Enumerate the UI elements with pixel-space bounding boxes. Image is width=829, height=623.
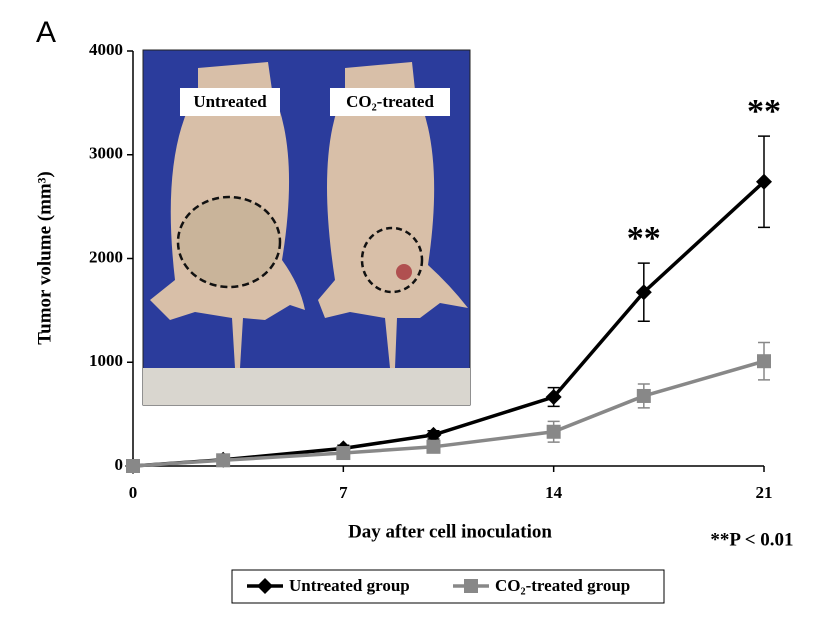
marker (336, 446, 351, 461)
significance-mark: ** (747, 93, 781, 130)
legend-box (231, 569, 665, 604)
marker (126, 459, 140, 473)
label-box (180, 88, 280, 116)
x-axis-label: Day after cell inoculation (348, 521, 552, 542)
tumor-circle (176, 195, 282, 289)
marker (464, 579, 478, 593)
y-tick-label: 2000 (89, 247, 123, 266)
marker (546, 424, 561, 439)
legend-label: Untreated group (289, 576, 410, 595)
y-tick-label: 1000 (89, 351, 123, 370)
y-tick-label: 0 (115, 455, 124, 474)
label-box (330, 88, 450, 116)
x-tick-label: 7 (339, 483, 348, 502)
marker (257, 578, 273, 594)
marker (425, 426, 442, 443)
x-tick-label: 21 (756, 483, 773, 502)
inset-label: Untreated (193, 92, 267, 111)
x-tick-label: 0 (129, 483, 138, 502)
panel-label: A (36, 16, 56, 49)
marker (545, 389, 562, 406)
inset-label: CO₂-treated (346, 92, 434, 111)
x-tick-label: 14 (545, 483, 563, 502)
significance-note: **P < 0.01 (710, 529, 793, 550)
marker (426, 439, 441, 454)
tumor-spot (396, 264, 412, 280)
y-axis-label: Tumor volume (mm³) (34, 171, 55, 345)
y-tick-label: 4000 (89, 40, 123, 59)
significance-mark: ** (627, 220, 661, 257)
marker (635, 284, 652, 301)
inset-photo: Untreated CO₂-treated (142, 49, 471, 406)
mouse-treated (318, 62, 468, 368)
ruler (143, 368, 470, 405)
y-tick-label: 3000 (89, 144, 123, 163)
marker (756, 173, 772, 190)
marker (757, 354, 771, 369)
tumor-circle (360, 226, 424, 294)
marker (216, 453, 231, 468)
legend-label: CO₂-treated group (495, 576, 630, 595)
marker (636, 388, 651, 403)
